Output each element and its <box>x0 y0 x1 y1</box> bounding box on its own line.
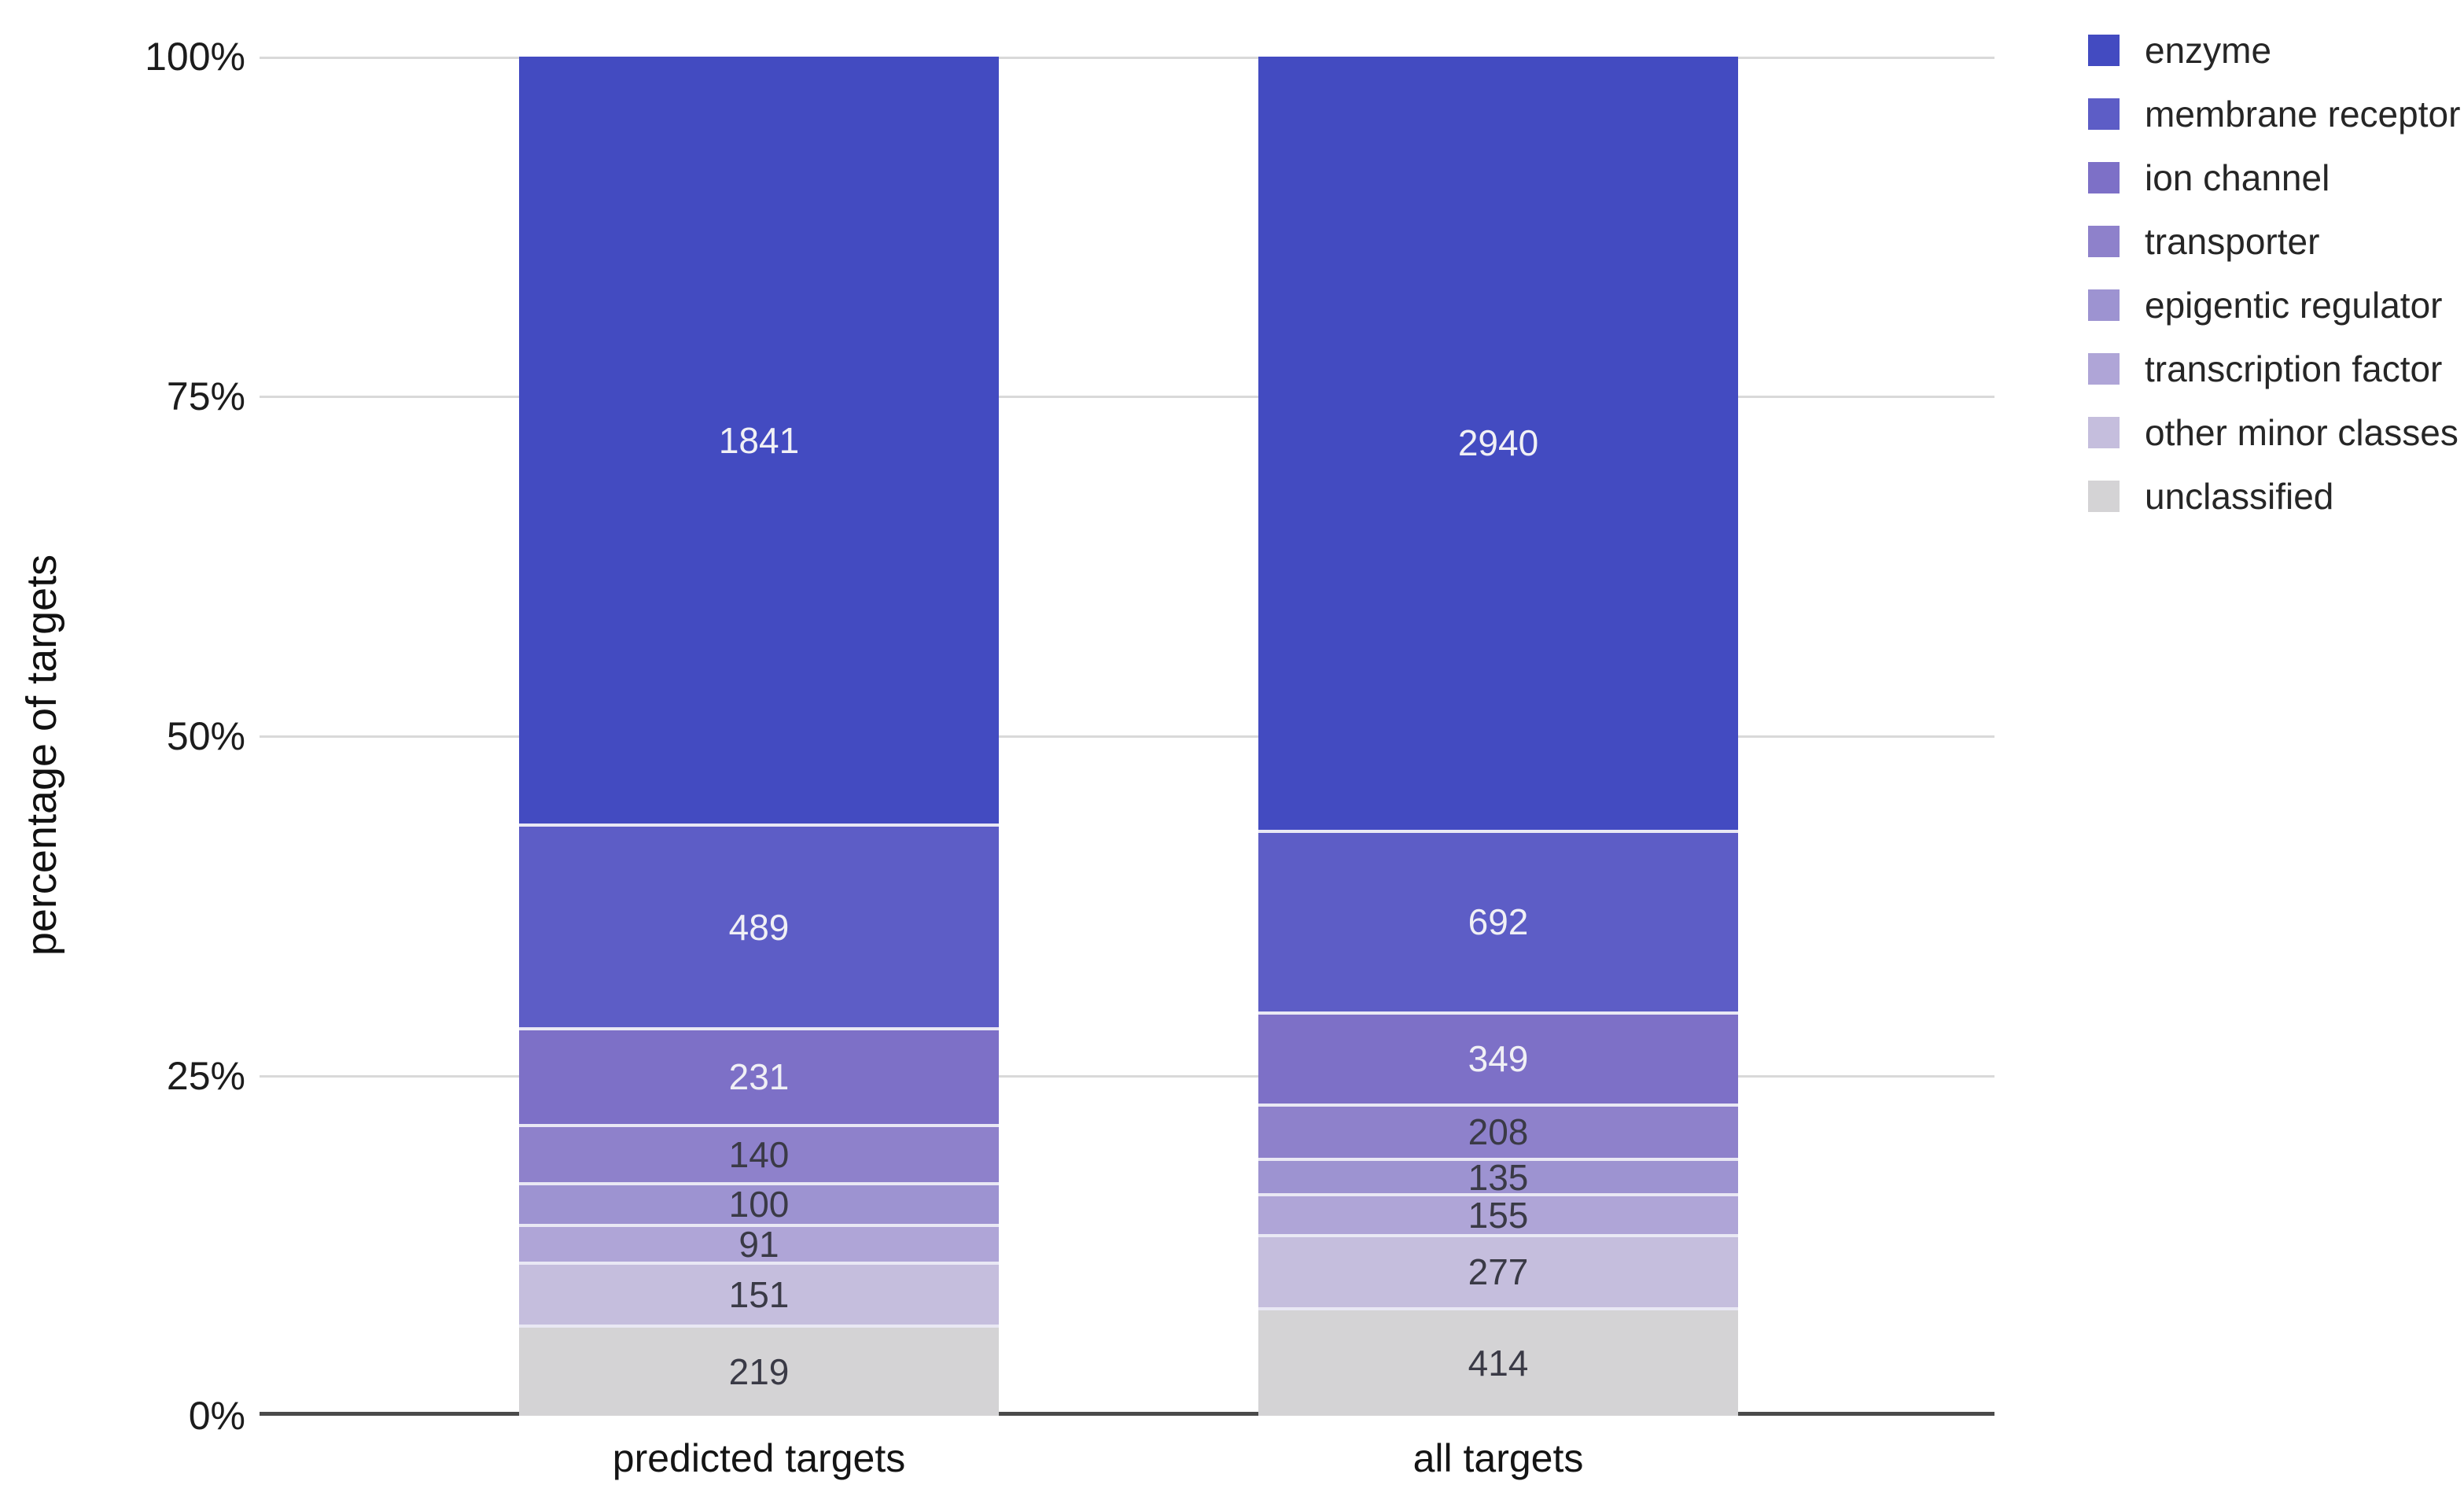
legend-label: membrane receptor <box>2145 94 2461 134</box>
plot-area: 1841 489 231 140 100 91 151 219 2940 692 349 208 135… <box>260 57 1994 1416</box>
bar-all-targets: 2940 692 349 208 135 155 277 414 <box>1258 57 1738 1416</box>
legend-label: enzyme <box>2145 30 2272 71</box>
y-tick-label-75: 75% <box>166 374 245 418</box>
y-tick-label-0: 0% <box>188 1394 245 1438</box>
legend-swatch-icon <box>2088 289 2120 321</box>
segment-epigentic-regulator: 100 <box>519 1181 999 1225</box>
bar-predicted-targets: 1841 489 231 140 100 91 151 219 <box>519 57 999 1416</box>
segment-value-label: 489 <box>728 906 790 948</box>
segment-enzyme: 1841 <box>519 57 999 824</box>
gridline-50 <box>260 735 1994 738</box>
segment-transporter: 140 <box>519 1123 999 1182</box>
segment-unclassified: 219 <box>519 1324 999 1416</box>
segment-unclassified: 414 <box>1258 1306 1738 1416</box>
segment-ion-channel: 349 <box>1258 1011 1738 1104</box>
segment-membrane-receptor: 692 <box>1258 829 1738 1011</box>
segment-other-minor-classes: 277 <box>1258 1233 1738 1307</box>
gridline-25 <box>260 1075 1994 1078</box>
legend-label: epigentic regulator <box>2145 285 2443 326</box>
segment-ion-channel: 231 <box>519 1027 999 1124</box>
legend-swatch-icon <box>2088 481 2120 512</box>
legend-row-transporter: transporter <box>2088 221 2460 262</box>
gridline-75 <box>260 396 1994 398</box>
segment-value-label: 231 <box>728 1056 790 1098</box>
legend-swatch-icon <box>2088 98 2120 130</box>
legend-row-ion-channel: ion channel <box>2088 157 2460 198</box>
segment-value-label: 151 <box>728 1273 790 1315</box>
legend-swatch-icon <box>2088 162 2120 193</box>
y-tick-label-25: 25% <box>166 1054 245 1098</box>
segment-value-label: 219 <box>728 1350 790 1392</box>
segment-transcription-factor: 155 <box>1258 1193 1738 1234</box>
gridline-100 <box>260 57 1994 59</box>
x-axis-line <box>260 1412 1994 1416</box>
legend-row-membrane-receptor: membrane receptor <box>2088 94 2461 134</box>
y-tick-label-100: 100% <box>145 35 245 79</box>
segment-value-label: 91 <box>738 1223 779 1265</box>
segment-value-label: 2940 <box>1457 422 1539 464</box>
segment-transporter: 208 <box>1258 1103 1738 1159</box>
x-category-label-all-targets: all targets <box>1412 1436 1584 1480</box>
x-category-label-predicted-targets: predicted targets <box>612 1436 906 1480</box>
legend-row-transcription-factor: transcription factor <box>2088 348 2460 389</box>
legend-label: ion channel <box>2145 157 2330 198</box>
segment-value-label: 1841 <box>718 419 800 461</box>
legend-row-other-minor-classes: other minor classes <box>2088 412 2460 453</box>
segment-value-label: 135 <box>1468 1156 1529 1198</box>
legend-label: other minor classes <box>2145 412 2458 453</box>
segment-epigentic-regulator: 135 <box>1258 1156 1738 1198</box>
legend-row-epigentic-regulator: epigentic regulator <box>2088 285 2460 326</box>
legend-swatch-icon <box>2088 417 2120 448</box>
segment-membrane-receptor: 489 <box>519 824 999 1028</box>
segment-value-label: 277 <box>1468 1251 1529 1293</box>
segment-value-label: 692 <box>1468 901 1529 943</box>
legend-label: unclassified <box>2145 476 2334 517</box>
legend-row-unclassified: unclassified <box>2088 476 2460 517</box>
legend-label: transporter <box>2145 221 2320 262</box>
segment-value-label: 349 <box>1468 1038 1529 1080</box>
legend-row-enzyme: enzyme <box>2088 30 2460 71</box>
segment-value-label: 208 <box>1468 1111 1529 1153</box>
legend-label: transcription factor <box>2145 348 2443 389</box>
y-tick-label-50: 50% <box>166 714 245 758</box>
segment-other-minor-classes: 151 <box>519 1261 999 1325</box>
segment-value-label: 140 <box>728 1133 790 1175</box>
segment-value-label: 155 <box>1468 1195 1529 1236</box>
segment-transcription-factor: 91 <box>519 1223 999 1265</box>
segment-value-label: 100 <box>728 1184 790 1225</box>
segment-enzyme: 2940 <box>1258 57 1738 830</box>
legend-swatch-icon <box>2088 226 2120 257</box>
legend-swatch-icon <box>2088 35 2120 66</box>
segment-value-label: 414 <box>1468 1342 1529 1384</box>
legend: enzyme membrane receptor ion channel transp… <box>2088 30 2461 517</box>
legend-swatch-icon <box>2088 353 2120 385</box>
